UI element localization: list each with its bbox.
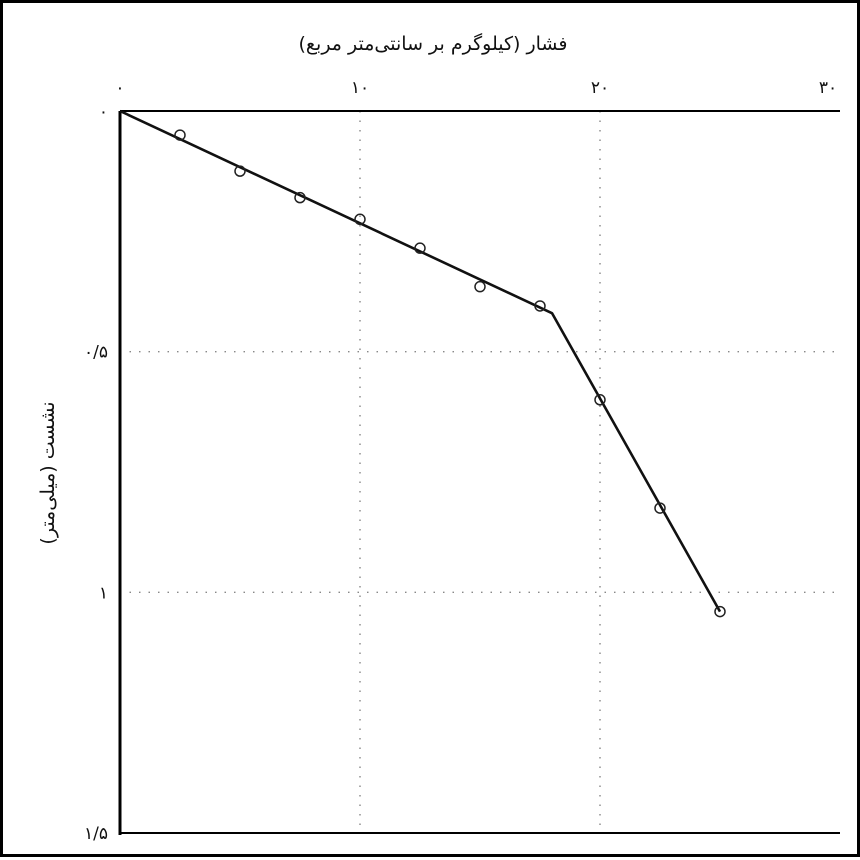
y-tick-label: ۰/۵ [84, 343, 108, 363]
data-point [354, 213, 366, 226]
y-tick-label: ۱ [99, 583, 108, 603]
data-point [174, 129, 186, 141]
y-tick-label: ۱/۵ [84, 824, 108, 844]
data-point [414, 242, 426, 254]
data-point [654, 502, 666, 514]
chart-plot: ۰ ۱۰ ۲۰ ۳۰ ۰ ۰/۵ ۱ ۱/۵ [84, 78, 840, 844]
y-axis-title: نشست (میلی‌متر) [37, 401, 59, 545]
fit-line [119, 109, 722, 613]
x-tick-label: ۰ [115, 78, 124, 98]
x-tick-label: ۱۰ [351, 78, 369, 98]
data-point [234, 165, 246, 177]
x-axis-title: فشار (کیلوگرم بر سانتی‌متر مربع) [298, 33, 568, 55]
x-tick-label: ۲۰ [591, 78, 609, 98]
data-point [714, 605, 726, 618]
x-tick-label: ۳۰ [819, 78, 837, 98]
data-point [474, 280, 486, 293]
y-tick-label: ۰ [99, 102, 108, 122]
data-point [534, 300, 546, 312]
data-point [294, 191, 306, 204]
data-point [594, 394, 606, 406]
